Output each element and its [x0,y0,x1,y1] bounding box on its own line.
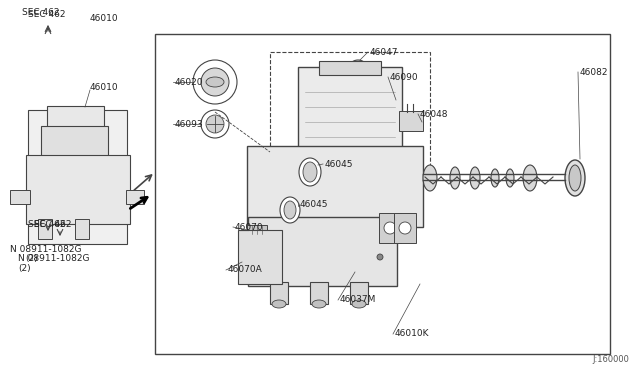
Text: SEC 462: SEC 462 [34,219,72,228]
Text: 46048: 46048 [420,109,449,119]
Text: 46045: 46045 [300,199,328,208]
Text: SEC 462: SEC 462 [28,10,65,19]
FancyBboxPatch shape [41,126,108,158]
Ellipse shape [470,167,480,189]
FancyBboxPatch shape [47,106,104,133]
Ellipse shape [506,169,514,187]
FancyBboxPatch shape [248,217,397,286]
Text: SEC 462: SEC 462 [22,7,60,16]
Text: 46070A: 46070A [228,266,263,275]
FancyBboxPatch shape [126,190,144,204]
Text: SEC 462: SEC 462 [28,219,65,228]
Ellipse shape [450,167,460,189]
FancyBboxPatch shape [28,110,127,244]
Circle shape [193,60,237,104]
Text: 46037M: 46037M [340,295,376,305]
FancyBboxPatch shape [298,67,402,156]
FancyBboxPatch shape [270,282,288,304]
Ellipse shape [491,169,499,187]
FancyBboxPatch shape [10,190,30,204]
Text: (2): (2) [25,254,38,263]
Ellipse shape [352,300,366,308]
Circle shape [348,60,368,80]
Text: 46082: 46082 [580,67,609,77]
Text: N 08911-1082G
(2): N 08911-1082G (2) [18,254,90,273]
Text: 46047: 46047 [370,48,399,57]
FancyBboxPatch shape [247,225,267,235]
Ellipse shape [569,165,581,191]
Text: 46090: 46090 [390,73,419,81]
Circle shape [206,115,224,133]
Text: J:160000: J:160000 [592,356,629,365]
Circle shape [377,254,383,260]
Text: 46010: 46010 [90,13,118,22]
FancyBboxPatch shape [26,155,130,224]
Text: 46070: 46070 [235,222,264,231]
FancyBboxPatch shape [319,61,381,75]
FancyBboxPatch shape [350,282,368,304]
FancyBboxPatch shape [238,230,282,284]
Ellipse shape [284,201,296,219]
FancyBboxPatch shape [247,146,423,227]
FancyBboxPatch shape [75,219,89,239]
FancyBboxPatch shape [379,213,401,243]
Ellipse shape [565,160,585,196]
Ellipse shape [423,165,437,191]
Ellipse shape [523,165,537,191]
FancyBboxPatch shape [399,111,423,131]
Ellipse shape [303,162,317,182]
Ellipse shape [272,300,286,308]
Text: 46093: 46093 [175,119,204,128]
Text: 46020: 46020 [175,77,204,87]
Circle shape [384,222,396,234]
Ellipse shape [280,197,300,223]
Circle shape [399,222,411,234]
FancyBboxPatch shape [310,282,328,304]
Circle shape [201,68,229,96]
FancyBboxPatch shape [155,34,610,354]
Text: 46010K: 46010K [395,330,429,339]
Circle shape [201,110,229,138]
Text: N 08911-1082G: N 08911-1082G [10,246,81,254]
FancyBboxPatch shape [38,219,52,239]
Ellipse shape [299,158,321,186]
Ellipse shape [206,77,224,87]
Text: 46010: 46010 [90,83,118,92]
Text: 46045: 46045 [325,160,353,169]
Ellipse shape [312,300,326,308]
FancyBboxPatch shape [394,213,416,243]
Circle shape [352,64,364,76]
